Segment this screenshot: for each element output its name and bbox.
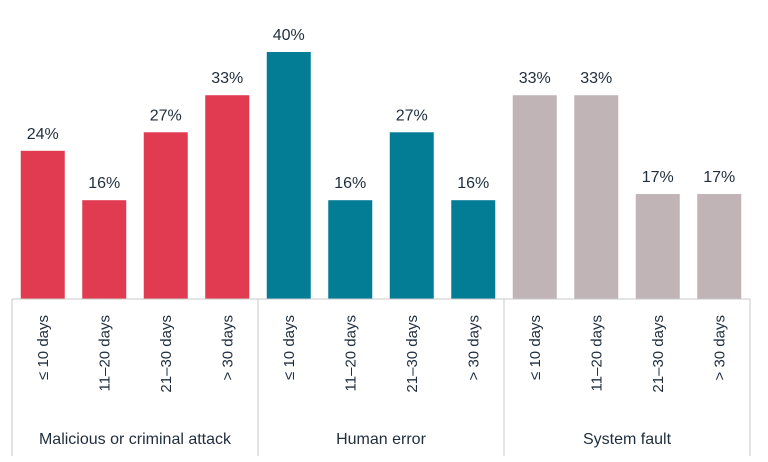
data-label: 17% — [703, 169, 735, 186]
x-tick-label: 11–20 days — [342, 315, 359, 391]
data-label: 16% — [457, 175, 489, 192]
group-label: System fault — [583, 431, 672, 448]
data-label: 24% — [27, 126, 59, 143]
data-label: 33% — [580, 70, 612, 87]
data-label: 33% — [519, 70, 551, 87]
labels-layer: 24% ≤ 10 days 16% 11–20 days 27% 21–30 days 33… — [27, 27, 736, 448]
x-tick-label: 21–30 days — [404, 315, 421, 393]
data-label: 27% — [396, 107, 428, 124]
bar — [697, 194, 742, 299]
bar — [512, 95, 557, 299]
data-label: 40% — [273, 27, 305, 44]
x-tick-label: ≤ 10 days — [281, 315, 298, 380]
bars-layer — [20, 52, 742, 299]
bar — [205, 95, 250, 299]
x-tick-label: > 30 days — [465, 315, 482, 380]
data-label: 16% — [334, 175, 366, 192]
data-label: 17% — [642, 169, 674, 186]
x-tick-label: 21–30 days — [158, 315, 175, 393]
bar — [266, 52, 311, 299]
x-tick-label: 21–30 days — [650, 315, 667, 393]
x-tick-label: > 30 days — [219, 315, 236, 380]
data-label: 33% — [211, 70, 243, 87]
x-tick-label: > 30 days — [711, 315, 728, 380]
bar — [389, 132, 434, 299]
bar — [451, 200, 496, 299]
data-label: 16% — [88, 175, 120, 192]
x-tick-label: ≤ 10 days — [35, 315, 52, 380]
axes-layer — [11, 298, 751, 456]
bar — [82, 200, 127, 299]
x-tick-label: 11–20 days — [588, 315, 605, 391]
x-tick-label: 11–20 days — [96, 315, 113, 391]
bar — [143, 132, 188, 299]
x-tick-label: ≤ 10 days — [527, 315, 544, 380]
bar — [328, 200, 373, 299]
group-label: Malicious or criminal attack — [39, 431, 232, 448]
bar — [635, 194, 680, 299]
group-label: Human error — [336, 431, 426, 448]
data-label: 27% — [150, 107, 182, 124]
bar — [20, 150, 65, 299]
bar — [574, 95, 619, 299]
